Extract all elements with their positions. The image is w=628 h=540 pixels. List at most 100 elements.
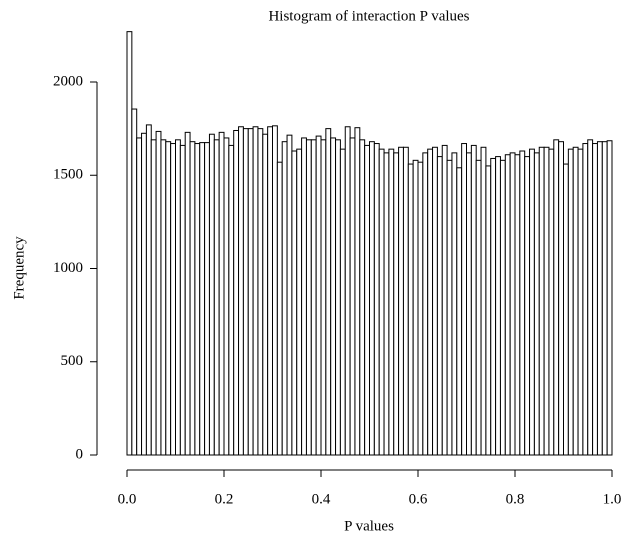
y-tick-label: 1500	[53, 167, 83, 183]
bar	[344, 126, 351, 456]
bar	[272, 125, 278, 456]
bar	[204, 142, 210, 456]
bar	[194, 143, 201, 456]
bar	[567, 148, 574, 456]
bar	[310, 139, 317, 456]
bar	[136, 137, 143, 456]
bar	[315, 135, 322, 456]
x-tick-label: 0.2	[215, 491, 234, 507]
bar	[514, 154, 521, 456]
bar	[456, 167, 463, 456]
bar	[393, 152, 400, 456]
bar	[509, 152, 516, 456]
bar	[218, 131, 225, 456]
bar	[208, 133, 215, 456]
bar	[495, 156, 501, 456]
bar	[480, 146, 487, 456]
bar	[446, 159, 453, 456]
bar	[335, 139, 341, 456]
bar	[247, 128, 254, 456]
bar	[179, 144, 186, 456]
bar	[441, 144, 448, 456]
bar	[165, 141, 172, 456]
bar	[305, 139, 312, 456]
bar	[383, 152, 390, 456]
bar	[160, 139, 167, 456]
y-axis-label: Frequency	[11, 236, 27, 300]
bar	[533, 152, 540, 456]
bar	[524, 156, 531, 456]
bar	[170, 143, 176, 456]
y-tick-label: 0	[76, 446, 84, 462]
bar	[339, 148, 346, 456]
bar	[563, 163, 569, 456]
bar	[213, 139, 220, 456]
bar	[543, 146, 550, 456]
bar	[276, 161, 283, 456]
bar	[349, 137, 356, 456]
bar	[519, 150, 526, 456]
bar	[432, 146, 438, 456]
bar	[155, 130, 162, 456]
x-tick-label: 0.0	[118, 491, 137, 507]
x-tick-label: 1.0	[603, 491, 622, 507]
bar	[238, 126, 244, 456]
x-tick-label: 0.8	[506, 491, 525, 507]
bar	[145, 124, 152, 456]
bar	[233, 129, 240, 456]
bar	[470, 144, 477, 456]
x-tick-label: 0.6	[409, 491, 428, 507]
bar	[369, 141, 375, 456]
bar	[131, 108, 138, 456]
bar	[354, 127, 361, 456]
bar	[475, 159, 482, 456]
bar	[577, 148, 584, 456]
bar	[407, 163, 414, 456]
bar	[398, 146, 404, 456]
x-tick-label: 0.4	[312, 491, 331, 507]
bar	[126, 31, 133, 456]
bar	[466, 152, 472, 456]
bar	[427, 148, 434, 456]
bar	[412, 159, 419, 456]
bar	[402, 146, 409, 456]
bar	[301, 137, 307, 456]
bar	[587, 139, 594, 456]
bar	[242, 128, 249, 456]
bar	[499, 159, 506, 456]
y-tick-label: 500	[61, 353, 84, 369]
bar	[606, 140, 613, 456]
bar	[325, 128, 332, 456]
bar	[601, 141, 608, 456]
y-tick-label: 2000	[53, 73, 83, 89]
bar	[572, 146, 579, 456]
bar	[485, 165, 492, 456]
bar	[538, 146, 545, 456]
bar	[558, 141, 565, 456]
bar	[189, 141, 196, 456]
bar	[199, 142, 206, 456]
bar	[592, 143, 598, 456]
bar	[596, 141, 603, 456]
bar	[461, 143, 467, 456]
bar	[490, 157, 497, 456]
bar	[364, 144, 370, 456]
bar	[330, 137, 337, 456]
bar	[553, 139, 560, 456]
bar	[548, 148, 555, 456]
bar	[175, 139, 181, 456]
bar	[378, 148, 385, 456]
bar	[281, 141, 288, 456]
bar	[422, 152, 429, 456]
bar	[529, 148, 535, 456]
bar	[436, 156, 443, 456]
bar	[228, 144, 235, 456]
chart-title: Histogram of interaction P values	[268, 8, 469, 24]
bar	[296, 148, 303, 456]
bar	[286, 134, 293, 456]
bar	[373, 143, 380, 456]
bar	[252, 126, 259, 456]
bar	[291, 150, 298, 456]
bar	[582, 143, 589, 456]
